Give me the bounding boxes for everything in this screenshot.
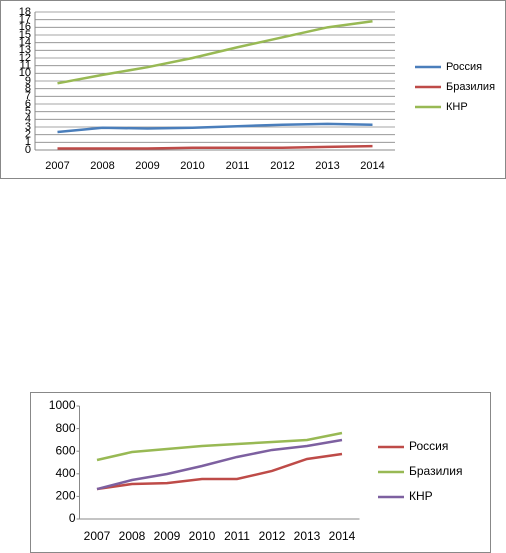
legend-label: Бразилия (446, 81, 495, 93)
series-line (96, 452, 343, 491)
y-tick-label: 3 (25, 121, 31, 133)
series-line (57, 19, 373, 85)
y-tick-label: 12 (19, 52, 31, 64)
legend-label: Россия (409, 439, 448, 453)
legend-label: Россия (446, 61, 482, 73)
series-line (57, 144, 373, 150)
y-tick-label: 14 (19, 37, 31, 49)
x-tick-label: 2013 (315, 160, 339, 172)
series-line (57, 122, 373, 134)
y-tick-label: 7 (25, 90, 31, 102)
x-tick-label: 2008 (119, 529, 146, 543)
y-tick-label: 9 (25, 75, 31, 87)
y-tick-label: 5 (25, 106, 31, 118)
y-tick-label: 200 (55, 489, 75, 503)
y-tick-label: 6 (25, 98, 31, 110)
x-tick-label: 2010 (189, 529, 216, 543)
x-tick-label: 2009 (135, 160, 159, 172)
y-tick-label: 8 (25, 83, 31, 95)
y-tick-label: 4 (25, 113, 31, 125)
x-tick-label: 2011 (224, 529, 250, 543)
x-tick-label: 2012 (259, 529, 286, 543)
x-tick-label: 2007 (84, 529, 111, 543)
x-tick-label: 2007 (45, 160, 69, 172)
x-tick-label: 2012 (270, 160, 294, 172)
y-tick-label: 1 (25, 136, 31, 148)
y-tick-label: 17 (19, 14, 31, 26)
series-line (96, 438, 343, 491)
y-tick-label: 13 (19, 44, 31, 56)
x-tick-label: 2013 (294, 529, 321, 543)
x-tick-label: 2010 (180, 160, 204, 172)
x-tick-label: 2009 (154, 529, 181, 543)
series-line (96, 431, 343, 462)
x-tick-label: 2008 (90, 160, 114, 172)
y-tick-label: 800 (55, 421, 75, 435)
y-tick-label: 400 (55, 466, 75, 480)
y-tick-label: 600 (55, 443, 75, 457)
y-tick-label: 0 (69, 511, 76, 525)
y-tick-label: 1000 (49, 398, 76, 412)
x-tick-label: 2011 (226, 160, 250, 172)
legend-label: КНР (409, 489, 433, 503)
y-tick-label: 15 (19, 29, 31, 41)
y-tick-label: 16 (19, 21, 31, 33)
legend-label: КНР (446, 101, 468, 113)
y-tick-label: 0 (25, 144, 31, 156)
x-tick-label: 2014 (360, 160, 384, 172)
y-tick-label: 10 (19, 67, 31, 79)
y-tick-label: 11 (20, 60, 31, 72)
x-tick-label: 2014 (329, 529, 356, 543)
legend-label: Бразилия (409, 464, 463, 478)
y-tick-label: 18 (19, 6, 31, 18)
y-tick-label: 2 (25, 129, 31, 141)
